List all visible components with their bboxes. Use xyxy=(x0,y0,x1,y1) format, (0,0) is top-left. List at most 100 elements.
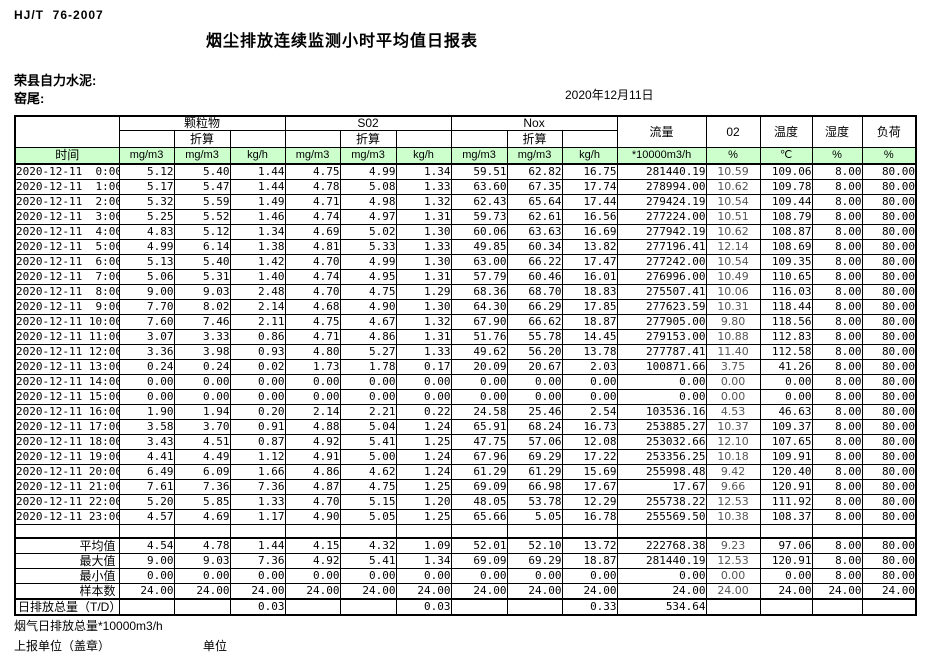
value-cell: 62.82 xyxy=(506,163,563,180)
value-cell: 116.03 xyxy=(759,284,813,300)
value-cell: 0.00 xyxy=(450,568,508,584)
unit-pm-converted-mgm3: mg/m3 xyxy=(173,147,231,165)
value-cell: 108.69 xyxy=(759,239,813,255)
time-cell: 2020-12-11 23:00 xyxy=(14,509,120,525)
value-cell: 5.52 xyxy=(173,209,231,225)
unit-load-percent: % xyxy=(861,147,917,165)
value-cell: 3.33 xyxy=(173,329,231,345)
summary-row-label: 样本数 xyxy=(14,583,120,600)
value-cell: 1.49 xyxy=(229,194,286,210)
unit-so2-converted-mgm3: mg/m3 xyxy=(339,147,397,165)
value-cell: 4.99 xyxy=(339,163,397,180)
value-cell: 1.73 xyxy=(284,359,341,375)
value-cell: 0.00 xyxy=(395,568,452,584)
value-cell: 1.29 xyxy=(395,284,452,300)
value-cell xyxy=(811,598,863,616)
value-cell: 1.09 xyxy=(395,537,452,554)
value-cell xyxy=(339,524,397,539)
value-cell: 6.14 xyxy=(173,239,231,255)
time-cell: 2020-12-11 13:00 xyxy=(14,359,120,375)
value-cell: 0.00 xyxy=(616,374,707,390)
value-cell: 1.25 xyxy=(395,509,452,525)
value-cell: 8.00 xyxy=(811,464,863,480)
value-cell: 1.38 xyxy=(229,239,286,255)
time-cell: 2020-12-11 19:00 xyxy=(14,449,120,465)
value-cell: 277942.19 xyxy=(616,224,707,240)
value-cell: 0.24 xyxy=(118,359,175,375)
value-cell: 80.00 xyxy=(861,329,917,345)
value-cell: 1.33 xyxy=(395,344,452,360)
value-cell xyxy=(339,598,397,616)
value-cell: 4.99 xyxy=(118,239,175,255)
value-cell: 53.78 xyxy=(506,494,563,510)
value-cell: 5.59 xyxy=(173,194,231,210)
value-cell: 60.46 xyxy=(506,269,563,285)
value-cell: 13.82 xyxy=(561,239,618,255)
value-cell: 24.00 xyxy=(450,583,508,600)
value-cell: 3.58 xyxy=(118,419,175,435)
value-cell: 8.00 xyxy=(811,194,863,210)
value-cell: 80.00 xyxy=(861,299,917,315)
unit-pm-mgm3: mg/m3 xyxy=(118,147,175,165)
value-cell: 0.00 xyxy=(506,389,563,405)
value-cell: 0.00 xyxy=(284,374,341,390)
value-cell: 17.47 xyxy=(561,254,618,270)
value-cell: 1.24 xyxy=(395,419,452,435)
value-cell: 16.56 xyxy=(561,209,618,225)
value-cell: 62.43 xyxy=(450,194,508,210)
value-cell: 0.00 xyxy=(561,374,618,390)
unit-nox-converted-mgm3: mg/m3 xyxy=(506,147,563,165)
value-cell xyxy=(506,524,563,539)
company-name: 荣县自力水泥: xyxy=(14,73,97,88)
value-cell: 8.00 xyxy=(811,389,863,405)
emission-report-table: 颗粒物 S02 Nox 流量 02 温度 湿度 负荷 折算 折算 折算 xyxy=(14,115,918,616)
value-cell: 68.24 xyxy=(506,419,563,435)
value-cell: 0.00 xyxy=(173,389,231,405)
value-cell: 10.38 xyxy=(705,509,761,525)
value-cell: 0.00 xyxy=(506,374,563,390)
value-cell: 2.11 xyxy=(229,314,286,330)
value-cell: 1.25 xyxy=(395,479,452,495)
value-cell: 2.03 xyxy=(561,359,618,375)
value-cell: 18.87 xyxy=(561,314,618,330)
subheader-blank xyxy=(395,130,452,148)
value-cell xyxy=(759,598,813,616)
value-cell: 24.00 xyxy=(759,583,813,600)
value-cell: 0.20 xyxy=(229,404,286,420)
value-cell: 80.00 xyxy=(861,224,917,240)
value-cell: 5.00 xyxy=(339,449,397,465)
value-cell: 275507.41 xyxy=(616,284,707,300)
value-cell: 10.62 xyxy=(705,224,761,240)
value-cell: 1.32 xyxy=(395,314,452,330)
time-cell: 2020-12-11 4:00 xyxy=(14,224,120,240)
time-cell: 2020-12-11 11:00 xyxy=(14,329,120,345)
value-cell: 5.40 xyxy=(173,163,231,180)
value-cell: 120.40 xyxy=(759,464,813,480)
value-cell: 4.32 xyxy=(339,537,397,554)
value-cell: 0.24 xyxy=(173,359,231,375)
value-cell: 7.70 xyxy=(118,299,175,315)
value-cell: 1.30 xyxy=(395,254,452,270)
value-cell: 112.58 xyxy=(759,344,813,360)
value-cell: 1.33 xyxy=(395,179,452,195)
value-cell: 80.00 xyxy=(861,269,917,285)
value-cell: 1.32 xyxy=(395,194,452,210)
value-cell: 20.09 xyxy=(450,359,508,375)
value-cell xyxy=(861,524,917,539)
value-cell: 0.00 xyxy=(395,389,452,405)
value-cell: 1.31 xyxy=(395,269,452,285)
value-cell: 12.10 xyxy=(705,434,761,450)
value-cell: 0.00 xyxy=(339,568,397,584)
value-cell: 13.78 xyxy=(561,344,618,360)
subheader-blank xyxy=(561,130,618,148)
value-cell: 222768.38 xyxy=(616,537,707,554)
value-cell: 103536.16 xyxy=(616,404,707,420)
reporting-unit-seal-label: 上报单位（盖章） xyxy=(14,639,111,653)
value-cell: 8.00 xyxy=(811,269,863,285)
value-cell: 4.71 xyxy=(284,329,341,345)
value-cell: 5.06 xyxy=(118,269,175,285)
value-cell: 65.66 xyxy=(450,509,508,525)
value-cell: 16.01 xyxy=(561,269,618,285)
value-cell: 10.54 xyxy=(705,194,761,210)
value-cell: 5.05 xyxy=(339,509,397,525)
